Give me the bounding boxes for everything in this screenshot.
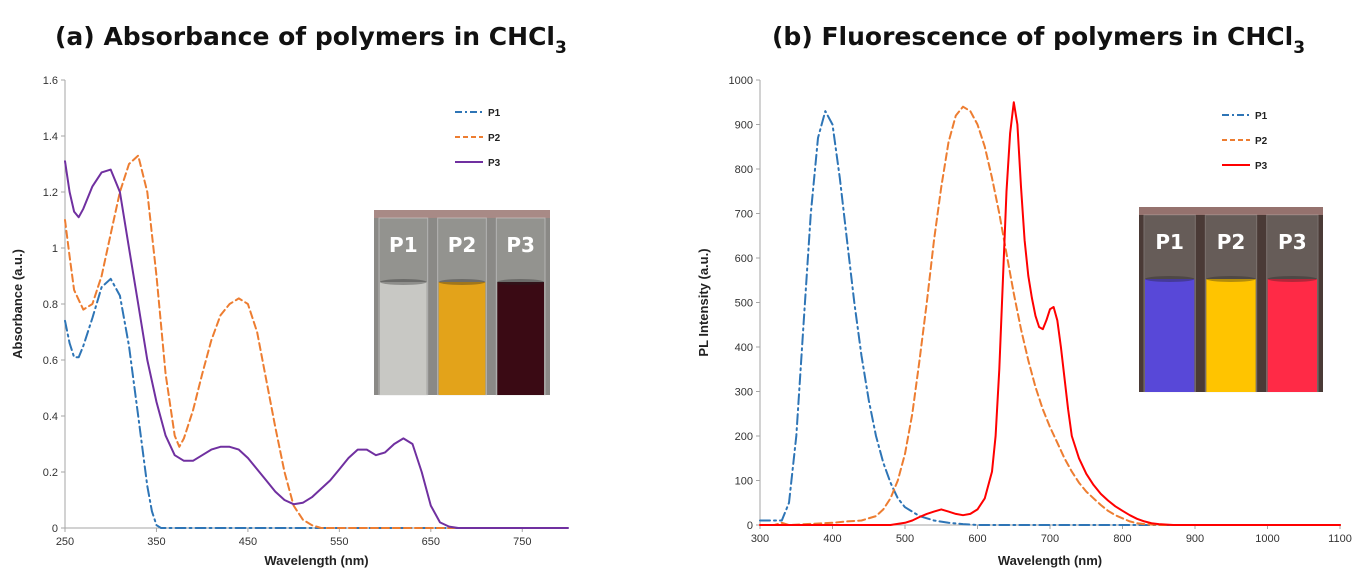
y-tick-label: 1.4	[43, 131, 58, 143]
y-tick-label: 0.8	[43, 299, 58, 311]
vial-label-p2: P2	[1217, 230, 1246, 254]
chart-panel-a: (a) Absorbance of polymers in CHCl3 0 0.2 0…	[10, 22, 569, 568]
legend: P1 P2 P3	[455, 108, 501, 169]
panel-label: (a)	[55, 22, 95, 51]
x-tick-label: 550	[330, 536, 348, 548]
x-axis-title: Wavelength (nm)	[998, 553, 1102, 568]
x-tick-label: 600	[968, 533, 986, 545]
y-tick-label: 1000	[729, 75, 753, 87]
chart-panel-b: (b) Fluorescence of polymers in CHCl3 0 10…	[696, 22, 1352, 568]
panel-label: (b)	[772, 22, 813, 51]
y-tick-label: 200	[735, 431, 753, 443]
legend-label-p2: P2	[488, 133, 501, 144]
vial-liquid	[380, 282, 427, 395]
y-tick-label: 0.6	[43, 355, 58, 367]
legend-label-p1: P1	[488, 108, 501, 119]
series-line-p1	[759, 110, 1341, 526]
series-line-p1	[64, 277, 569, 529]
y-tick-label: 400	[735, 342, 753, 354]
vial-meniscus	[1267, 276, 1318, 282]
y-tick-label: 700	[735, 209, 753, 221]
vial-label-p1: P1	[1155, 230, 1184, 254]
y-tick-label: 1.6	[43, 75, 58, 87]
y-axis-title: Absorbance (a.u.)	[10, 249, 25, 359]
vial-meniscus	[1145, 276, 1195, 282]
vial-meniscus	[380, 279, 427, 285]
vial-liquid	[1206, 279, 1256, 392]
y-axis-title: PL Intensity (a.u.)	[696, 248, 711, 356]
x-tick-label: 1000	[1255, 533, 1279, 545]
legend-label-p3: P3	[1255, 161, 1268, 172]
title-text: Absorbance of polymers in CHCl	[103, 22, 555, 51]
y-tick-label: 900	[735, 120, 753, 132]
series-line-p2	[64, 154, 569, 529]
vial-label-p2: P2	[448, 233, 477, 257]
vial-label-p3: P3	[1278, 230, 1307, 254]
vial-meniscus	[497, 279, 544, 285]
x-tick-label: 450	[239, 536, 257, 548]
y-tick-label: 600	[735, 253, 753, 265]
y-tick-label: 300	[735, 387, 753, 399]
vial-liquid	[1267, 279, 1317, 392]
x-tick-label: 250	[56, 536, 74, 548]
x-tick-label: 300	[751, 533, 769, 545]
x-tick-label: 1100	[1328, 533, 1352, 545]
vial-liquid	[1145, 279, 1195, 392]
chart-title: (b) Fluorescence of polymers in CHCl3	[772, 22, 1305, 58]
x-tick-label: 650	[422, 536, 440, 548]
series-line-p2	[759, 105, 1341, 526]
x-tick-label: 750	[513, 536, 531, 548]
vial-meniscus	[438, 279, 486, 285]
title-text: Fluorescence of polymers in CHCl	[821, 22, 1293, 51]
x-axis-title: Wavelength (nm)	[264, 553, 368, 568]
vial-liquid	[497, 282, 544, 395]
series-line-p3	[64, 160, 569, 529]
vial-photo-inset: P1 P2 P3	[374, 210, 550, 396]
legend: P1 P2 P3	[1222, 111, 1268, 172]
y-tick-label: 800	[735, 164, 753, 176]
x-tick-label: 400	[823, 533, 841, 545]
inset-top-edge	[1139, 207, 1323, 215]
x-tick-label: 900	[1186, 533, 1204, 545]
y-tick-label: 100	[735, 476, 753, 488]
y-tick-label: 0.2	[43, 467, 58, 479]
chart-title: (a) Absorbance of polymers in CHCl3	[55, 22, 567, 58]
x-tick-label: 350	[147, 536, 165, 548]
vial-label-p3: P3	[506, 233, 535, 257]
title-subscript: 3	[1293, 38, 1305, 58]
y-tick-label: 500	[735, 298, 753, 310]
x-tick-label: 800	[1113, 533, 1131, 545]
legend-label-p2: P2	[1255, 136, 1268, 147]
legend-label-p3: P3	[488, 158, 501, 169]
title-subscript: 3	[555, 38, 567, 58]
x-tick-label: 500	[896, 533, 914, 545]
series-line-p3	[759, 101, 1341, 526]
x-tick-label: 700	[1041, 533, 1059, 545]
vial-label-p1: P1	[389, 233, 418, 257]
y-tick-label: 0	[52, 523, 58, 535]
vial-photo-inset: P1 P2 P3	[1139, 207, 1323, 393]
y-tick-label: 1	[52, 243, 58, 255]
vial-meniscus	[1206, 276, 1256, 282]
y-tick-label: 1.2	[43, 187, 58, 199]
vial-liquid	[438, 282, 486, 395]
y-tick-label: 0.4	[43, 411, 58, 423]
legend-label-p1: P1	[1255, 111, 1268, 122]
inset-top-edge	[374, 210, 550, 218]
y-tick-label: 0	[747, 520, 753, 532]
